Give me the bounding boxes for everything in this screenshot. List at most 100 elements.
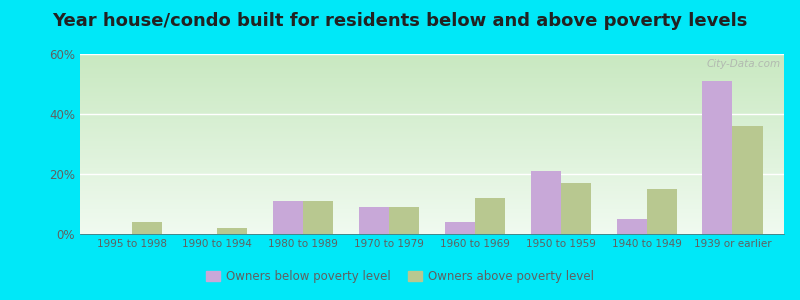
Bar — [80, 63, 784, 64]
Bar — [80, 120, 784, 121]
Bar — [80, 197, 784, 198]
Bar — [80, 187, 784, 188]
Bar — [80, 79, 784, 80]
Bar — [80, 193, 784, 194]
Bar — [80, 167, 784, 168]
Bar — [80, 157, 784, 158]
Bar — [80, 182, 784, 183]
Bar — [80, 143, 784, 144]
Bar — [80, 148, 784, 149]
Bar — [80, 131, 784, 132]
Bar — [80, 175, 784, 176]
Bar — [80, 117, 784, 118]
Bar — [80, 224, 784, 225]
Bar — [80, 129, 784, 130]
Bar — [80, 176, 784, 177]
Bar — [80, 225, 784, 226]
Bar — [80, 110, 784, 111]
Bar — [80, 178, 784, 179]
Bar — [80, 92, 784, 93]
Bar — [80, 189, 784, 190]
Bar — [80, 130, 784, 131]
Bar — [80, 57, 784, 58]
Legend: Owners below poverty level, Owners above poverty level: Owners below poverty level, Owners above… — [201, 266, 599, 288]
Bar — [80, 98, 784, 99]
Bar — [80, 212, 784, 213]
Bar — [80, 217, 784, 218]
Bar — [80, 227, 784, 228]
Bar — [80, 232, 784, 233]
Bar — [80, 147, 784, 148]
Bar — [80, 215, 784, 216]
Bar — [80, 160, 784, 161]
Bar — [80, 198, 784, 199]
Bar — [80, 173, 784, 174]
Bar — [80, 163, 784, 164]
Bar — [80, 156, 784, 157]
Bar — [80, 166, 784, 167]
Bar — [80, 194, 784, 195]
Bar — [80, 122, 784, 123]
Bar — [80, 211, 784, 212]
Bar — [646, 189, 677, 234]
Bar — [80, 221, 784, 222]
Bar — [80, 154, 784, 155]
Bar — [80, 72, 784, 73]
Bar — [80, 126, 784, 127]
Bar — [80, 231, 784, 232]
Bar — [80, 219, 784, 220]
Bar — [80, 109, 784, 110]
Bar — [80, 54, 784, 55]
Text: City-Data.com: City-Data.com — [706, 59, 781, 69]
Bar — [80, 65, 784, 66]
Bar — [80, 205, 784, 206]
Bar — [80, 116, 784, 117]
Bar — [80, 114, 784, 115]
Bar — [80, 139, 784, 140]
Bar — [80, 145, 784, 146]
Bar — [80, 169, 784, 170]
Bar — [80, 93, 784, 94]
Bar — [389, 207, 419, 234]
Bar — [80, 115, 784, 116]
Bar — [80, 146, 784, 147]
Bar — [80, 202, 784, 203]
Bar — [80, 140, 784, 141]
Bar — [80, 208, 784, 209]
Bar — [530, 171, 561, 234]
Bar — [80, 144, 784, 145]
Bar — [80, 191, 784, 192]
Bar — [80, 155, 784, 156]
Bar — [80, 206, 784, 207]
Bar — [80, 134, 784, 135]
Bar — [359, 207, 389, 234]
Bar — [80, 112, 784, 113]
Bar — [80, 81, 784, 82]
Bar — [80, 158, 784, 159]
Bar — [80, 103, 784, 104]
Bar — [80, 102, 784, 103]
Bar — [80, 183, 784, 184]
Bar — [80, 171, 784, 172]
Bar — [80, 207, 784, 208]
Bar — [80, 223, 784, 224]
Bar — [80, 196, 784, 197]
Bar — [80, 60, 784, 61]
Bar — [80, 162, 784, 163]
Bar — [80, 128, 784, 129]
Bar — [80, 77, 784, 78]
Bar — [80, 67, 784, 68]
Bar — [80, 94, 784, 95]
Bar — [80, 200, 784, 201]
Bar — [80, 141, 784, 142]
Bar — [218, 228, 247, 234]
Bar — [80, 190, 784, 191]
Bar — [80, 68, 784, 69]
Bar — [80, 170, 784, 171]
Bar — [80, 230, 784, 231]
Bar — [80, 124, 784, 125]
Bar — [80, 82, 784, 83]
Bar — [80, 165, 784, 166]
Bar — [80, 108, 784, 109]
Bar — [80, 101, 784, 102]
